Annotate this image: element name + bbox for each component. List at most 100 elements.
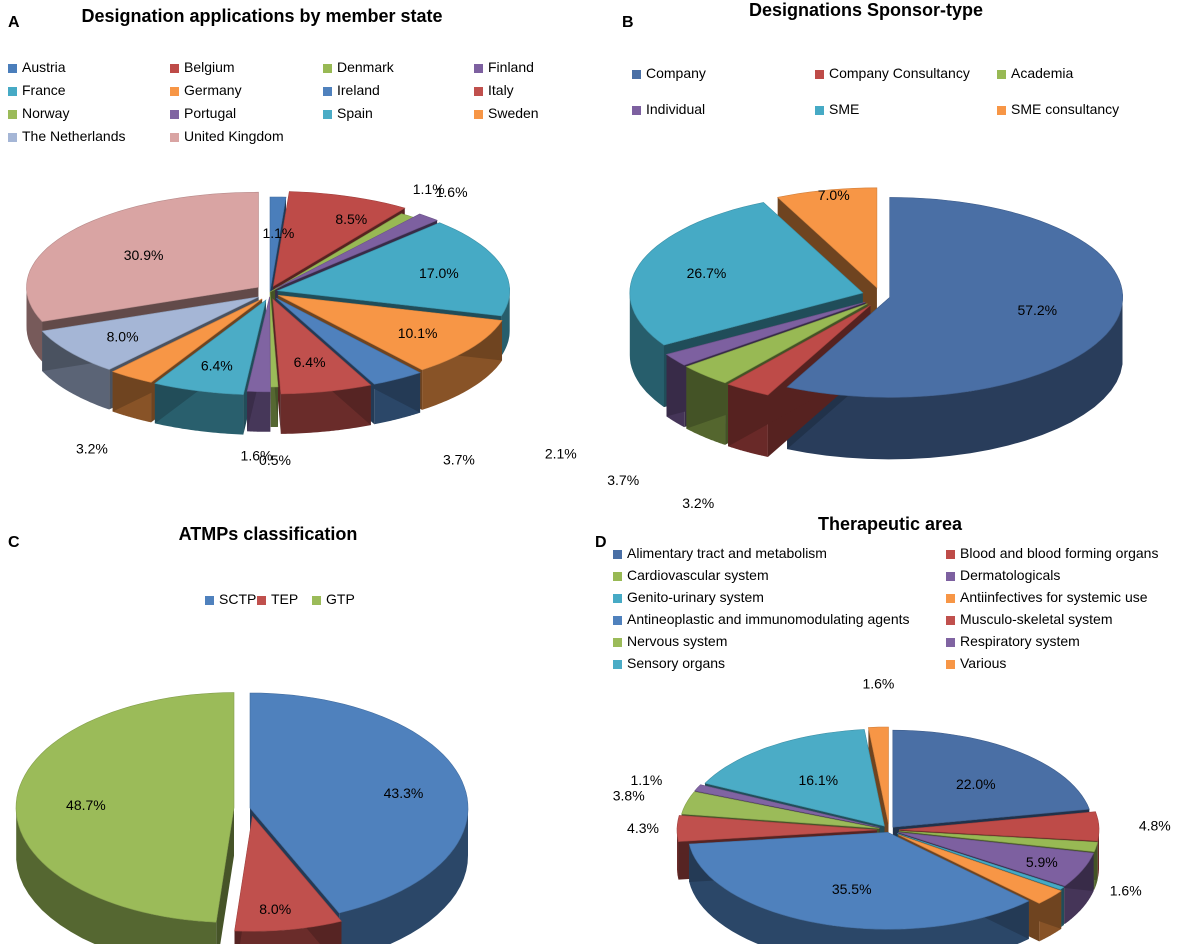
legend-label: SCTP <box>219 591 256 607</box>
data-label-united-kingdom: 30.9% <box>124 247 164 263</box>
pie-slice-respiratory-system <box>694 784 880 828</box>
pie-slice-musculo-skeletal-system <box>676 815 878 842</box>
legend-label: Company Consultancy <box>829 65 970 81</box>
legend-label: Blood and blood forming organs <box>960 545 1158 561</box>
legend-item-ireland: Ireland <box>323 82 380 98</box>
legend-item-tep: TEP <box>257 591 298 607</box>
pie-slice-company <box>786 197 1124 398</box>
legend-item-dermatologicals: Dermatologicals <box>946 567 1060 583</box>
legend-item-sweden: Sweden <box>474 105 539 121</box>
pie-slice-sctp <box>249 692 469 914</box>
pie-slice-various <box>868 726 889 825</box>
pie-slice-dermatologicals <box>898 832 1095 887</box>
legend-label: Antiinfectives for systemic use <box>960 589 1148 605</box>
data-label-blood-and-blood-forming-organs: 4.8% <box>1139 818 1171 834</box>
legend-label: Sweden <box>488 105 539 121</box>
legend-item-musculo-skeletal-system: Musculo-skeletal system <box>946 611 1113 627</box>
chart-title-a: Designation applications by member state <box>81 6 442 26</box>
legend-label: Nervous system <box>627 633 727 649</box>
legend-item-antineoplastic-and-immunomodulating-agents: Antineoplastic and immunomodulating agen… <box>613 611 910 627</box>
data-label-dermatologicals: 5.9% <box>1026 854 1058 870</box>
legend-swatch <box>946 616 955 625</box>
legend-swatch <box>613 572 622 581</box>
legend-swatch <box>8 110 17 119</box>
pie-slice-side <box>629 293 664 408</box>
pie-slice-side <box>501 290 510 356</box>
legend-item-antiinfectives-for-systemic-use: Antiinfectives for systemic use <box>946 589 1148 605</box>
legend-label: Various <box>960 655 1006 671</box>
legend-label: Sensory organs <box>627 655 725 671</box>
legend-label: Italy <box>488 82 514 98</box>
legend-label: France <box>22 82 66 98</box>
legend-item-france: France <box>8 82 66 98</box>
chart-title-d: Therapeutic area <box>818 514 963 534</box>
data-label-france: 17.0% <box>419 265 459 281</box>
legend-item-finland: Finland <box>474 59 534 75</box>
pie-slice-side <box>677 828 679 880</box>
data-label-company: 57.2% <box>1017 302 1057 318</box>
pie-slice-france <box>276 222 511 317</box>
pie-slice-tep <box>234 815 342 932</box>
pie-slice-side <box>689 844 1029 944</box>
legend-item-genito-urinary-system: Genito-urinary system <box>613 589 764 605</box>
pie-slice-the-netherlands <box>41 296 259 370</box>
data-label-respiratory-system: 1.1% <box>630 772 662 788</box>
legend-swatch <box>946 660 955 669</box>
legend-label: Musculo-skeletal system <box>960 611 1113 627</box>
pie-slice-side <box>787 302 1123 460</box>
legend-item-company: Company <box>632 65 706 81</box>
legend-item-belgium: Belgium <box>170 59 235 75</box>
data-label-sweden: 3.2% <box>76 441 108 457</box>
legend-swatch <box>946 572 955 581</box>
pie-slice-austria <box>269 196 287 293</box>
legend-item-italy: Italy <box>474 82 514 98</box>
data-label-tep: 8.0% <box>259 901 291 917</box>
legend-item-sensory-organs: Sensory organs <box>613 655 725 671</box>
legend-label: Ireland <box>337 82 380 98</box>
data-label-denmark: 1.1% <box>413 181 445 197</box>
data-label-italy: 6.4% <box>294 354 326 370</box>
legend-label: Dermatologicals <box>960 567 1060 583</box>
data-label-gtp: 48.7% <box>66 797 106 813</box>
legend-swatch <box>170 64 179 73</box>
legend-d: Alimentary tract and metabolism Blood and… <box>613 545 1158 671</box>
legend-item-academia: Academia <box>997 65 1073 81</box>
legend-label: Cardiovascular system <box>627 567 769 583</box>
legend-label: Spain <box>337 105 373 121</box>
legend-swatch <box>632 106 641 115</box>
legend-c: SCTP TEP GTP <box>205 591 355 607</box>
legend-item-spain: Spain <box>323 105 373 121</box>
pie-slice-united-kingdom <box>26 191 259 322</box>
legend-label: Portugal <box>184 105 236 121</box>
legend-item-portugal: Portugal <box>170 105 236 121</box>
legend-label: TEP <box>271 591 298 607</box>
data-label-portugal: 1.6% <box>241 447 273 463</box>
legend-swatch <box>170 110 179 119</box>
legend-swatch <box>474 110 483 119</box>
data-label-sensory-organs: 16.1% <box>798 772 838 788</box>
panel-letter-b: B <box>622 14 634 31</box>
data-label-germany: 10.1% <box>398 325 438 341</box>
legend-swatch <box>170 133 179 142</box>
legend-label: Belgium <box>184 59 235 75</box>
legend-swatch <box>613 638 622 647</box>
data-label-antineoplastic-and-immunomodulating-agents: 35.5% <box>832 881 872 897</box>
pie-slice-nervous-system <box>681 791 880 829</box>
data-label-company-consultancy: 3.2% <box>682 495 714 511</box>
pie-slice-genito-urinary-system <box>897 833 1065 890</box>
legend-label: Alimentary tract and metabolism <box>627 545 827 561</box>
pie-slice-academia <box>685 303 868 384</box>
pie-slice-alimentary-tract-and-metabolism <box>892 729 1090 828</box>
legend-item-austria: Austria <box>8 59 66 75</box>
panel-letter-a: A <box>8 14 20 31</box>
pie-slice-belgium <box>272 191 406 287</box>
pie-slice-norway <box>269 291 279 388</box>
legend-item-united-kingdom: United Kingdom <box>170 128 284 144</box>
pie-slice-side <box>16 811 217 944</box>
legend-item-germany: Germany <box>170 82 242 98</box>
panel-letter-c: C <box>8 534 20 551</box>
legend-label: GTP <box>326 591 355 607</box>
legend-item-the-netherlands: The Netherlands <box>8 128 126 144</box>
legend-swatch <box>474 64 483 73</box>
chart-title-c: ATMPs classification <box>179 524 358 544</box>
